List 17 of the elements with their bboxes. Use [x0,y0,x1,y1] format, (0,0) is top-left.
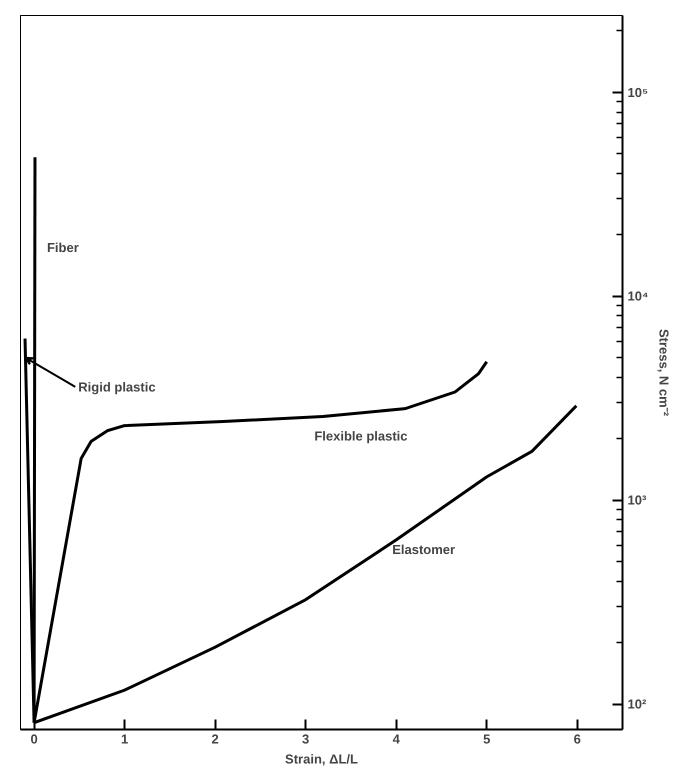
x-tick-label: 2 [212,732,219,746]
x-tick-label: 1 [120,732,128,746]
series-label: Elastomer [392,542,456,558]
series-label: Flexible plastic [314,428,408,444]
x-tick-label: 4 [392,732,401,746]
x-tick-label: 5 [483,732,490,746]
series-label: Fiber [46,240,79,255]
y-tick-label: 10³ [628,492,647,508]
text: Rigid plastic [78,379,156,394]
x-axis-title: Strain, ΔL/L [285,752,358,766]
x-tick-label: 3 [302,732,310,746]
y-axis-title: Stress, N cm⁻² [656,328,672,417]
x-tick-label: 6 [574,732,581,746]
x-tick-label: 0 [30,732,38,746]
y-tick-label: 10² [628,696,647,712]
y-tick-label: 10⁵ [628,84,648,100]
y-tick-label: 10⁴ [628,288,648,304]
